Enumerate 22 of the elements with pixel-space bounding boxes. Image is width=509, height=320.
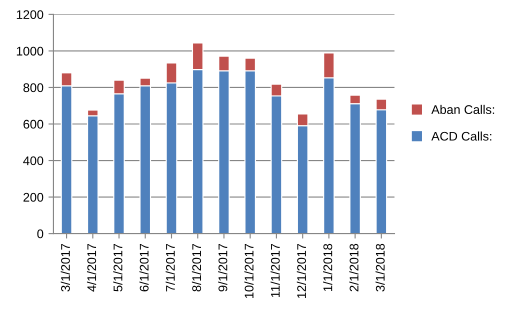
x-tick-label: 12/1/2017	[296, 244, 306, 298]
x-tick-label: 3/1/2018	[376, 244, 385, 292]
y-tick-label: 600	[24, 120, 44, 129]
x-tick-label: 2/1/2018	[349, 244, 358, 292]
x-tick-label: 1/1/2018	[323, 244, 332, 292]
y-tick-label: 800	[23, 83, 44, 92]
y-tick-label: 200	[24, 192, 44, 202]
y-tick-label: 1000	[16, 46, 44, 56]
x-tick-label: 9/1/2017	[218, 244, 228, 292]
x-tick-label: 7/1/2017	[166, 244, 175, 292]
legend-label: Aban Calls:	[431, 104, 494, 114]
legend-label: ACD Calls:	[431, 132, 492, 141]
y-tick-label: 1200	[16, 10, 44, 20]
x-tick-label: 8/1/2017	[192, 244, 202, 292]
x-tick-label: 10/1/2017	[244, 244, 254, 298]
x-tick-label: 11/1/2017	[270, 244, 280, 298]
x-tick-label: 6/1/2017	[139, 244, 149, 292]
x-tick-label: 4/1/2017	[86, 244, 96, 292]
x-tick-label: 3/1/2017	[60, 244, 70, 292]
y-tick-label: 400	[23, 156, 44, 166]
x-tick-label: 5/1/2017	[113, 244, 122, 292]
y-tick-label: 0	[37, 229, 44, 238]
